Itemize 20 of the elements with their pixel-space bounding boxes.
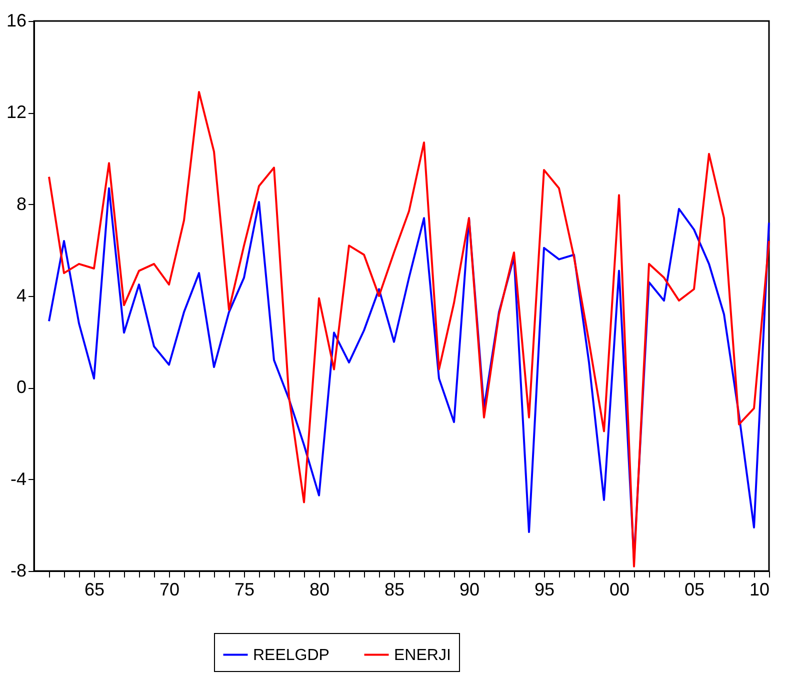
x-tick-label: 65: [84, 580, 105, 600]
x-tick-label: 00: [609, 580, 630, 600]
x-tick-label: 05: [684, 580, 705, 600]
y-tick-label: 16: [6, 10, 26, 30]
x-tick-label: 10: [749, 580, 770, 600]
y-tick-label: 0: [16, 377, 26, 398]
x-tick-label: 70: [159, 580, 180, 600]
y-tick-label: -4: [10, 468, 26, 489]
y-tick-label: 8: [16, 194, 26, 214]
x-tick-label: 75: [234, 580, 255, 600]
legend-label: REELGDP: [253, 646, 330, 664]
legend-label: ENERJI: [394, 646, 451, 664]
y-tick-label: 12: [6, 102, 26, 122]
x-tick-label: 95: [534, 580, 555, 600]
x-tick-label: 90: [459, 580, 480, 600]
line-series: [48, 91, 770, 568]
x-tick-label: 85: [384, 580, 405, 600]
y-tick-label: 4: [16, 286, 26, 306]
y-tick-label: -8: [10, 560, 26, 580]
x-tick-label: 80: [309, 580, 330, 600]
